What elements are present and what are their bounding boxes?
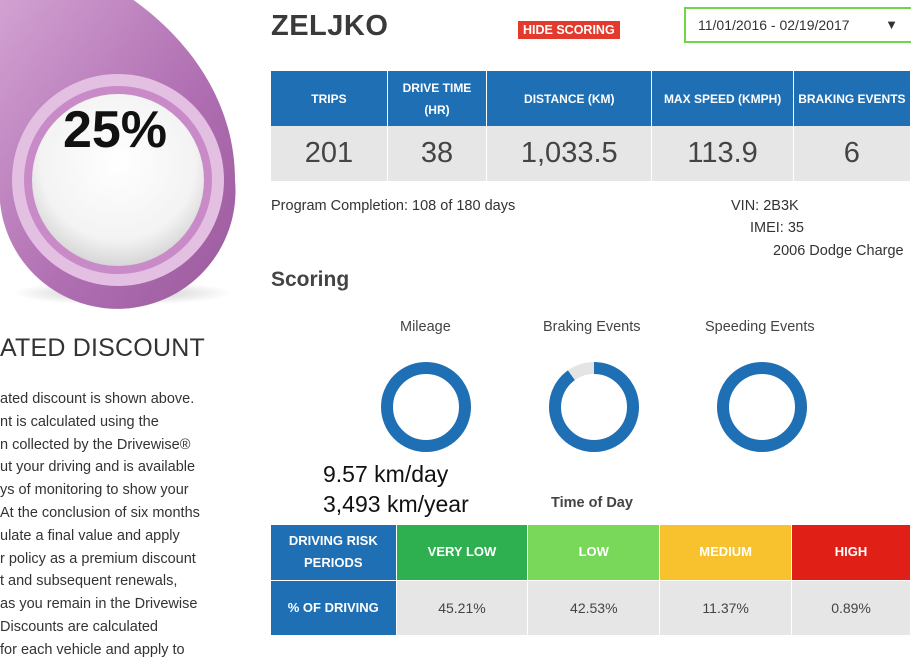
- vehicle-vin: VIN: 2B3K: [731, 198, 799, 214]
- stats-header-distance: DISTANCE (KM): [486, 71, 653, 126]
- stats-value-distance: 1,033.5: [486, 126, 653, 181]
- discount-line: t and subsequent renewals,: [0, 573, 178, 590]
- stats-value-trips: 201: [271, 126, 388, 181]
- discount-description: ated discount is shown above. nt is calc…: [0, 388, 232, 661]
- risk-value-low: 42.53%: [527, 579, 661, 635]
- discount-line: ut your driving and is available: [0, 459, 196, 476]
- risk-value-high: 0.89%: [791, 579, 911, 635]
- mileage-donut-chart: [381, 362, 471, 452]
- stats-value-braking-events: 6: [793, 126, 911, 181]
- discount-heading: ATED DISCOUNT: [0, 334, 205, 362]
- chart-label-speeding: Speeding Events: [705, 319, 815, 335]
- vehicle-imei: IMEI: 35: [750, 220, 804, 236]
- braking-donut-chart: [549, 362, 639, 452]
- stats-value-max-speed: 113.9: [651, 126, 794, 181]
- discount-line: r policy as a premium discount: [0, 550, 196, 567]
- caret-down-icon: ▼: [885, 17, 898, 32]
- discount-line: n collected by the Drivewise®: [0, 436, 191, 453]
- risk-period-very-low: VERY LOW: [396, 525, 529, 580]
- risk-periods-table: DRIVING RISK PERIODS VERY LOW LOW MEDIUM…: [271, 525, 911, 635]
- donut-value-arc: [381, 362, 471, 452]
- mileage-per-year: 3,493 km/year: [323, 491, 469, 517]
- program-completion: Program Completion: 108 of 180 days: [271, 198, 516, 214]
- stats-header-row: TRIPS DRIVE TIME (HR) DISTANCE (KM) MAX …: [271, 71, 911, 126]
- stats-header-max-speed: MAX SPEED (KMPH): [651, 71, 794, 126]
- discount-line: nt is calculated using the: [0, 413, 159, 430]
- percent-driving-label: % OF DRIVING: [271, 579, 397, 635]
- stats-value-row: 201 38 1,033.5 113.9 6: [271, 126, 911, 181]
- discount-line: ys of monitoring to show your: [0, 482, 189, 499]
- discount-badge: 25%: [0, 0, 240, 310]
- discount-value: 25%: [62, 101, 168, 159]
- chart-label-mileage: Mileage: [400, 319, 451, 335]
- date-range-value: 11/01/2016 - 02/19/2017: [698, 17, 850, 33]
- stats-table: TRIPS DRIVE TIME (HR) DISTANCE (KM) MAX …: [271, 71, 911, 181]
- chart-label-braking: Braking Events: [543, 319, 641, 335]
- discount-line: At the conclusion of six months: [0, 504, 200, 521]
- risk-value-medium: 11.37%: [659, 579, 793, 635]
- stats-header-trips: TRIPS: [271, 71, 388, 126]
- discount-line: ated discount is shown above.: [0, 391, 195, 407]
- date-range-select[interactable]: 11/01/2016 - 02/19/2017 ▼: [684, 7, 911, 43]
- risk-period-medium: MEDIUM: [659, 525, 793, 580]
- driver-name: ZELJKO: [271, 10, 389, 42]
- donut-value-arc: [717, 362, 807, 452]
- donut-value-arc: [549, 362, 639, 452]
- time-of-day-label: Time of Day: [551, 495, 633, 511]
- stats-value-drive-time: 38: [387, 126, 488, 181]
- discount-line: Discounts are calculated: [0, 618, 158, 635]
- risk-period-low: LOW: [527, 525, 661, 580]
- stats-header-drive-time: DRIVE TIME (HR): [387, 71, 488, 126]
- discount-line: as you remain in the Drivewise: [0, 596, 198, 613]
- risk-period-high: HIGH: [791, 525, 911, 580]
- mileage-per-day: 9.57 km/day: [323, 461, 449, 487]
- scoring-heading: Scoring: [271, 268, 350, 291]
- risk-periods-label: DRIVING RISK PERIODS: [271, 525, 397, 580]
- risk-value-row: % OF DRIVING 45.21% 42.53% 11.37% 0.89%: [271, 579, 911, 635]
- hide-scoring-button[interactable]: HIDE SCORING: [518, 21, 620, 39]
- vehicle-model: 2006 Dodge Charge: [773, 243, 904, 259]
- discount-line: for each vehicle and apply to: [0, 641, 185, 658]
- speeding-donut-chart: [717, 362, 807, 452]
- stats-header-braking-events: BRAKING EVENTS: [793, 71, 911, 126]
- risk-header-row: DRIVING RISK PERIODS VERY LOW LOW MEDIUM…: [271, 525, 911, 580]
- mileage-summary: 9.57 km/day 3,493 km/year: [323, 459, 469, 519]
- discount-line: ulate a final value and apply: [0, 527, 180, 544]
- risk-value-very-low: 45.21%: [396, 579, 529, 635]
- discount-badge-graphic: [0, 0, 236, 309]
